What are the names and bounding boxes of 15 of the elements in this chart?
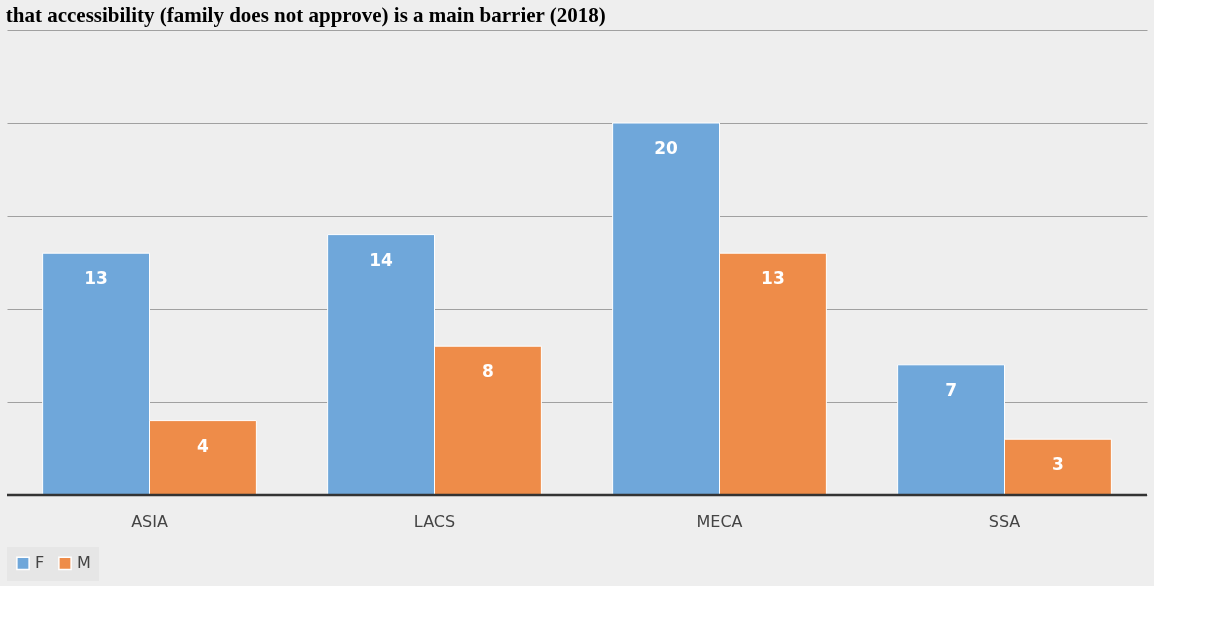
legend-label: F bbox=[35, 553, 45, 573]
x-tick-label: SSA bbox=[988, 511, 1021, 531]
x-tick-label: ASIA bbox=[131, 511, 168, 531]
legend-label: M bbox=[77, 553, 91, 573]
data-label: 13 bbox=[84, 268, 108, 289]
data-label: 20 bbox=[654, 138, 679, 158]
data-label: 3 bbox=[1052, 454, 1064, 475]
chart-title: that accessibility (family does not approve) is a main barrier (2018) bbox=[5, 3, 606, 27]
data-label: 7 bbox=[945, 379, 957, 400]
data-label: 13 bbox=[761, 268, 785, 289]
data-label: 4 bbox=[197, 435, 210, 456]
x-tick-label: MECA bbox=[696, 511, 743, 531]
data-label: 8 bbox=[482, 361, 494, 382]
x-tick-label: LACS bbox=[413, 511, 456, 531]
data-label: 14 bbox=[369, 249, 394, 270]
